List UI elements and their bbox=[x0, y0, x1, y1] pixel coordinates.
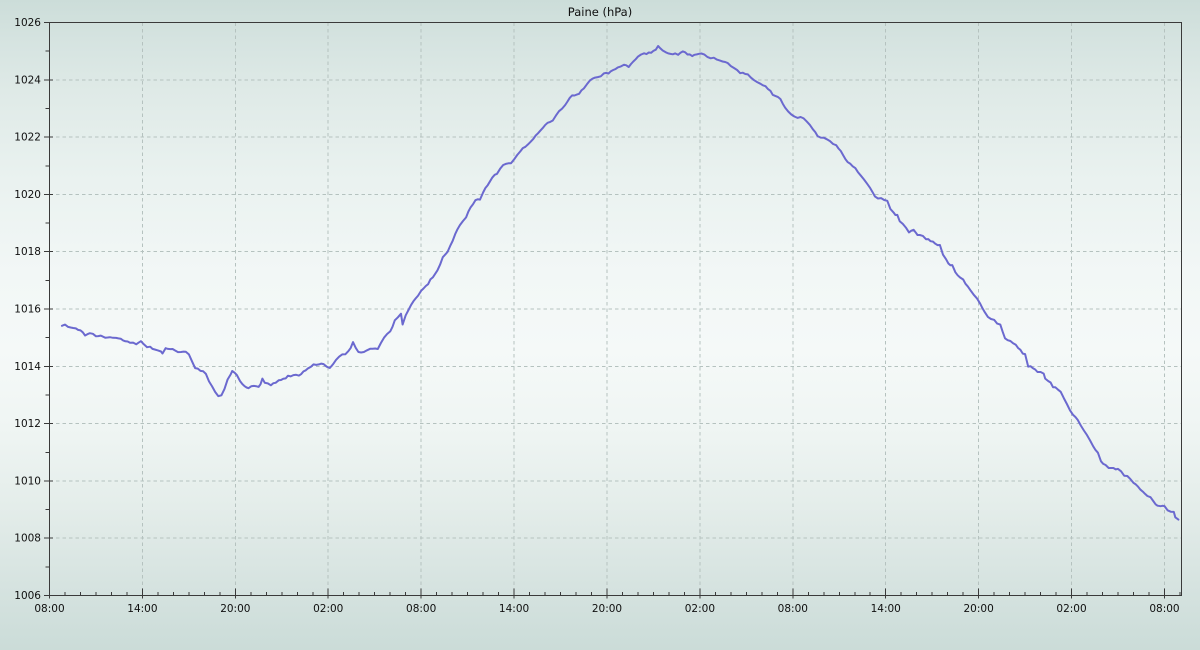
x-tick-label: 08:00 bbox=[1149, 603, 1179, 615]
y-tick-label: 1022 bbox=[14, 132, 41, 144]
y-tick-label: 1020 bbox=[14, 189, 41, 201]
x-tick-label: 14:00 bbox=[127, 603, 157, 615]
y-tick-label: 1006 bbox=[14, 590, 41, 602]
y-tick-label: 1024 bbox=[14, 74, 41, 86]
chart-title: Paine (hPa) bbox=[567, 5, 633, 19]
x-tick-label: 02:00 bbox=[313, 603, 343, 615]
x-tick-label: 02:00 bbox=[685, 603, 715, 615]
x-tick-label: 08:00 bbox=[778, 603, 808, 615]
x-tick-label: 08:00 bbox=[34, 603, 64, 615]
x-tick-label: 20:00 bbox=[964, 603, 994, 615]
y-tick-label: 1012 bbox=[14, 418, 41, 430]
pressure-line bbox=[60, 45, 1180, 521]
y-tick-label: 1008 bbox=[14, 533, 41, 545]
x-tick-label: 20:00 bbox=[220, 603, 250, 615]
y-tick-label: 1014 bbox=[14, 361, 41, 373]
y-tick-label: 1018 bbox=[14, 246, 41, 258]
x-tick-label: 14:00 bbox=[499, 603, 529, 615]
x-tick-label: 02:00 bbox=[1056, 603, 1086, 615]
x-tick-label: 20:00 bbox=[592, 603, 622, 615]
y-tick-label: 1010 bbox=[14, 475, 41, 487]
y-tick-label: 1016 bbox=[14, 304, 41, 316]
x-tick-label: 08:00 bbox=[406, 603, 436, 615]
y-tick-label: 1026 bbox=[14, 17, 41, 29]
x-tick-label: 14:00 bbox=[871, 603, 901, 615]
